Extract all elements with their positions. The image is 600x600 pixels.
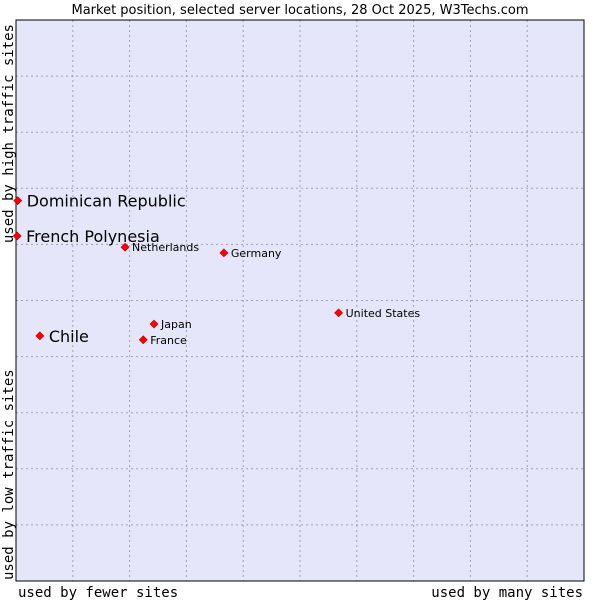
data-points: Dominican Republic French Polynesia Chile N… bbox=[12, 192, 421, 347]
x-axis-label-left: used by fewer sites bbox=[18, 585, 178, 600]
y-axis-label-top: used by high traffic sites bbox=[1, 24, 17, 243]
point-marker-germany bbox=[219, 248, 229, 258]
point-marker-japan bbox=[149, 319, 159, 329]
chart-title: Market position, selected server locatio… bbox=[71, 3, 528, 18]
point-label-france: France bbox=[150, 334, 187, 347]
plot-border bbox=[15, 19, 585, 582]
point-marker-french-polynesia bbox=[12, 231, 22, 241]
point-label-french-polynesia: French Polynesia bbox=[26, 227, 160, 246]
point-label-dominican-republic: Dominican Republic bbox=[27, 192, 186, 211]
point-label-united-states: United States bbox=[346, 307, 421, 320]
grid-lines bbox=[16, 20, 584, 581]
y-axis-label-bottom: used by low traffic sites bbox=[1, 369, 17, 580]
point-label-chile: Chile bbox=[49, 327, 89, 346]
point-marker-france bbox=[138, 335, 148, 345]
point-marker-united-states bbox=[334, 308, 344, 318]
point-label-netherlands: Netherlands bbox=[132, 241, 199, 254]
x-axis-label-right: used by many sites bbox=[431, 585, 583, 600]
point-marker-netherlands bbox=[120, 242, 130, 252]
point-label-germany: Germany bbox=[231, 247, 282, 260]
point-label-japan: Japan bbox=[160, 318, 192, 331]
point-marker-dominican-republic bbox=[13, 196, 23, 206]
point-marker-chile bbox=[35, 331, 45, 341]
